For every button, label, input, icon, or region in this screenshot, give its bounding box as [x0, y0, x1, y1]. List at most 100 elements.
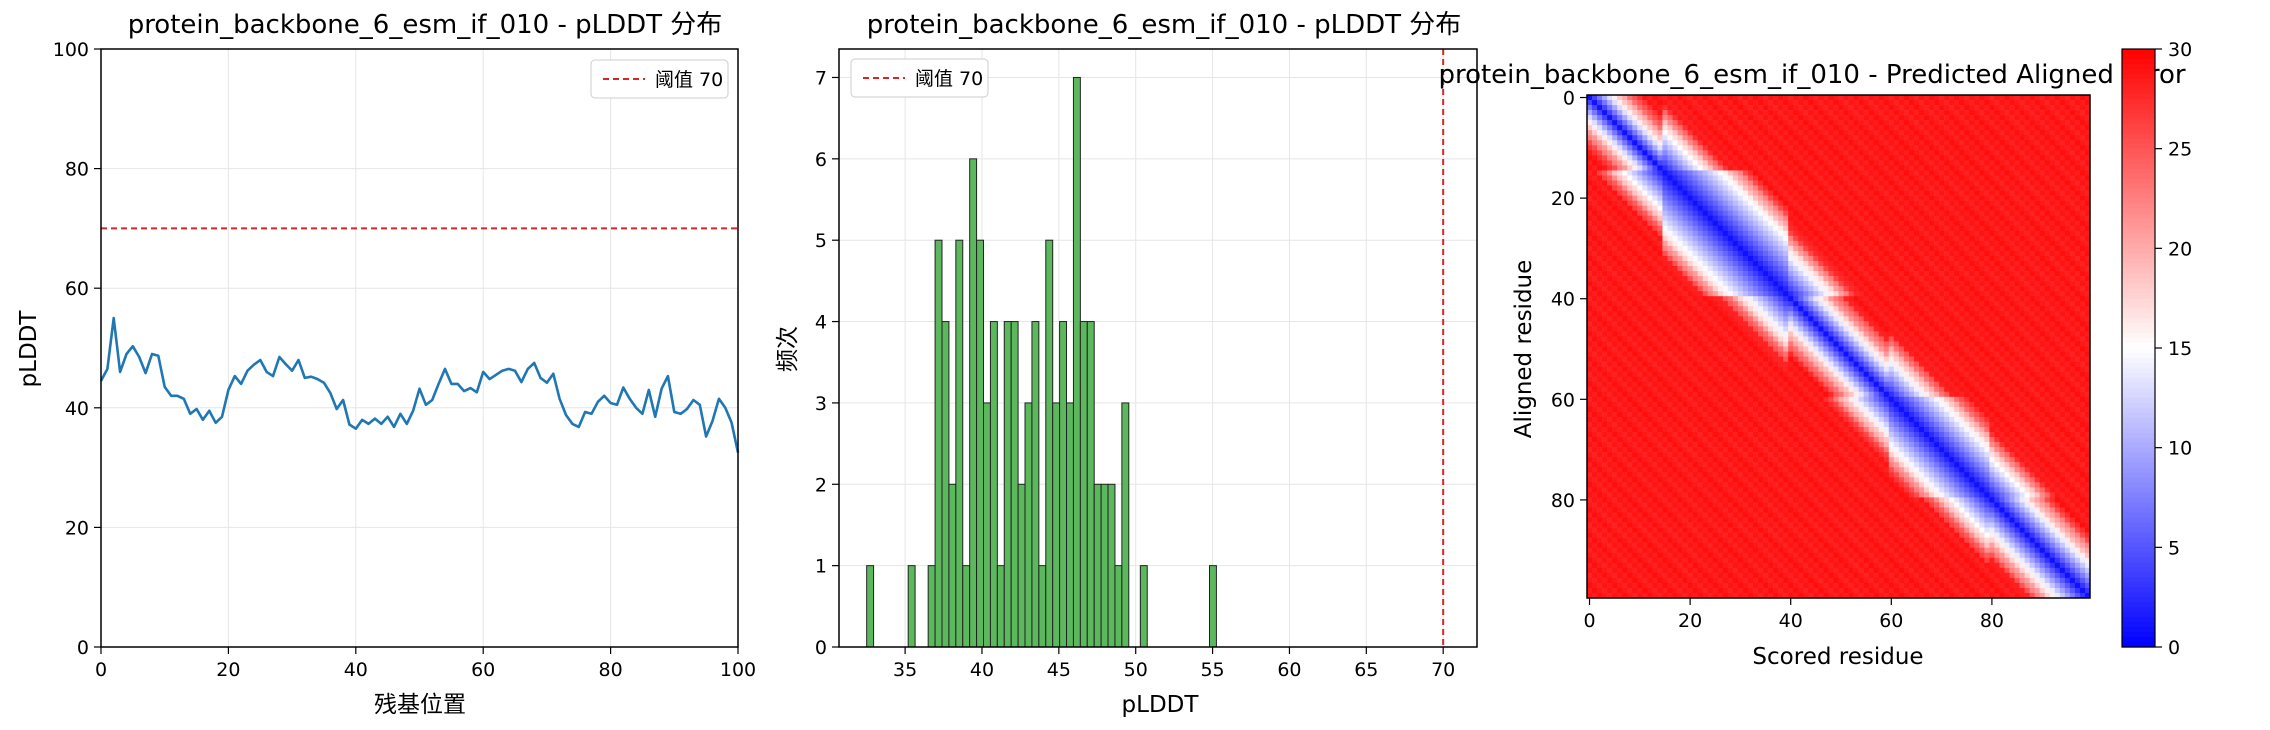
- pae-cell: [1773, 255, 1779, 262]
- pae-cell: [1853, 195, 1859, 201]
- pae-cell: [1954, 210, 1960, 217]
- pae-cell: [1798, 175, 1804, 181]
- pae-cell: [2029, 175, 2035, 181]
- pae-cell: [1597, 245, 1603, 252]
- pae-cell: [1652, 271, 1658, 277]
- pae-cell: [1898, 120, 1905, 126]
- pae-cell: [1622, 160, 1628, 166]
- pae-cell: [1813, 190, 1819, 196]
- pae-cell: [1737, 271, 1744, 277]
- pae-cell: [1778, 135, 1784, 141]
- pae-cell: [2009, 271, 2015, 277]
- pae-cell: [1742, 240, 1749, 247]
- pae-cell: [1944, 195, 1950, 201]
- pae-cell: [2014, 110, 2020, 116]
- pae-cell: [1848, 180, 1854, 186]
- pae-cell: [1908, 240, 1915, 247]
- pae-cell: [1954, 185, 1960, 191]
- pae-cell: [1798, 316, 1804, 322]
- pae-cell: [1692, 135, 1698, 141]
- pae-cell: [2039, 240, 2046, 247]
- pae-cell: [1632, 175, 1638, 181]
- pae-cell: [1803, 220, 1809, 227]
- pae-cell: [2079, 321, 2086, 327]
- pae-cell: [2009, 316, 2015, 322]
- pae-cell: [1863, 240, 1869, 247]
- pae-cell: [1652, 170, 1658, 176]
- pae-cell: [1828, 245, 1834, 252]
- pae-cell: [1954, 170, 1960, 176]
- pae-cell: [2014, 281, 2020, 287]
- pae-cell: [1642, 331, 1648, 337]
- pae-cell: [1692, 205, 1698, 211]
- pae-cell: [1607, 296, 1613, 302]
- pae-cell: [1924, 205, 1930, 211]
- pae-cell: [1622, 145, 1628, 151]
- pae-cell: [1888, 286, 1895, 292]
- pae-cell: [1592, 150, 1598, 156]
- pae-cell: [2019, 165, 2025, 171]
- pae-cell: [1642, 291, 1648, 297]
- pae-cell: [1637, 245, 1643, 252]
- pae-cell: [2044, 301, 2051, 307]
- pae-cell: [1959, 281, 1965, 287]
- pae-cell: [2009, 260, 2015, 267]
- pae-cell: [1793, 240, 1799, 247]
- pae-cell: [1843, 170, 1849, 176]
- pae-cell: [1607, 286, 1613, 292]
- pae-cell: [1737, 276, 1744, 282]
- pae-cell: [1959, 115, 1965, 121]
- pae-cell: [1763, 301, 1769, 307]
- pae-cell: [2079, 120, 2086, 126]
- pae-cell: [1979, 281, 1985, 287]
- pae-cell: [1642, 140, 1648, 146]
- pae-cell: [1637, 130, 1643, 136]
- pae-cell: [2074, 225, 2081, 232]
- pae-cell: [2014, 120, 2020, 126]
- pae-cell: [1868, 235, 1875, 242]
- pae-cell: [1778, 220, 1784, 227]
- pae-cell: [1687, 200, 1693, 206]
- pae-cell: [1823, 311, 1829, 317]
- pae-cell: [1642, 125, 1648, 131]
- pae-cell: [1974, 160, 1980, 166]
- pae-cell: [1863, 135, 1869, 141]
- pae-cell: [1657, 210, 1663, 217]
- pae-cell: [1682, 331, 1688, 337]
- pae-cell: [1768, 276, 1774, 282]
- pae-cell: [1878, 296, 1885, 302]
- pae-cell: [1798, 311, 1804, 317]
- pae-cell: [1622, 125, 1628, 131]
- pae-cell: [1974, 180, 1980, 186]
- pae-cell: [2039, 250, 2046, 257]
- pae-cell: [1823, 255, 1829, 262]
- pae-cell: [1702, 135, 1709, 141]
- pae-cell: [1818, 195, 1824, 201]
- pae-cell: [1763, 100, 1769, 106]
- pae-cell: [2009, 185, 2015, 191]
- pae-cell: [1778, 240, 1784, 247]
- pae-cell: [2064, 311, 2071, 317]
- pae-cell: [1722, 170, 1729, 176]
- pae-cell: [1934, 195, 1940, 201]
- pae-cell: [1778, 190, 1784, 196]
- pae-cell: [1908, 291, 1915, 297]
- pae-cell: [2064, 100, 2071, 106]
- pae-cell: [1768, 321, 1774, 327]
- pae-cell: [2004, 140, 2010, 146]
- pae-cell: [1873, 235, 1880, 242]
- pae-cell: [1763, 120, 1769, 126]
- pae-cell: [1717, 205, 1724, 211]
- pae-cell: [1622, 336, 1628, 342]
- pae-cell: [2004, 145, 2010, 151]
- pae-cell: [1994, 110, 2000, 116]
- pae-cell: [1612, 306, 1618, 312]
- pae-cell: [1768, 230, 1774, 237]
- pae-cell: [1722, 255, 1729, 262]
- pae-cell: [1964, 105, 1970, 111]
- pae-cell: [2039, 291, 2046, 297]
- pae-cell: [1612, 240, 1618, 247]
- pae-cell: [1627, 150, 1633, 156]
- pae-cell: [1934, 301, 1940, 307]
- pae-cell: [1742, 135, 1749, 141]
